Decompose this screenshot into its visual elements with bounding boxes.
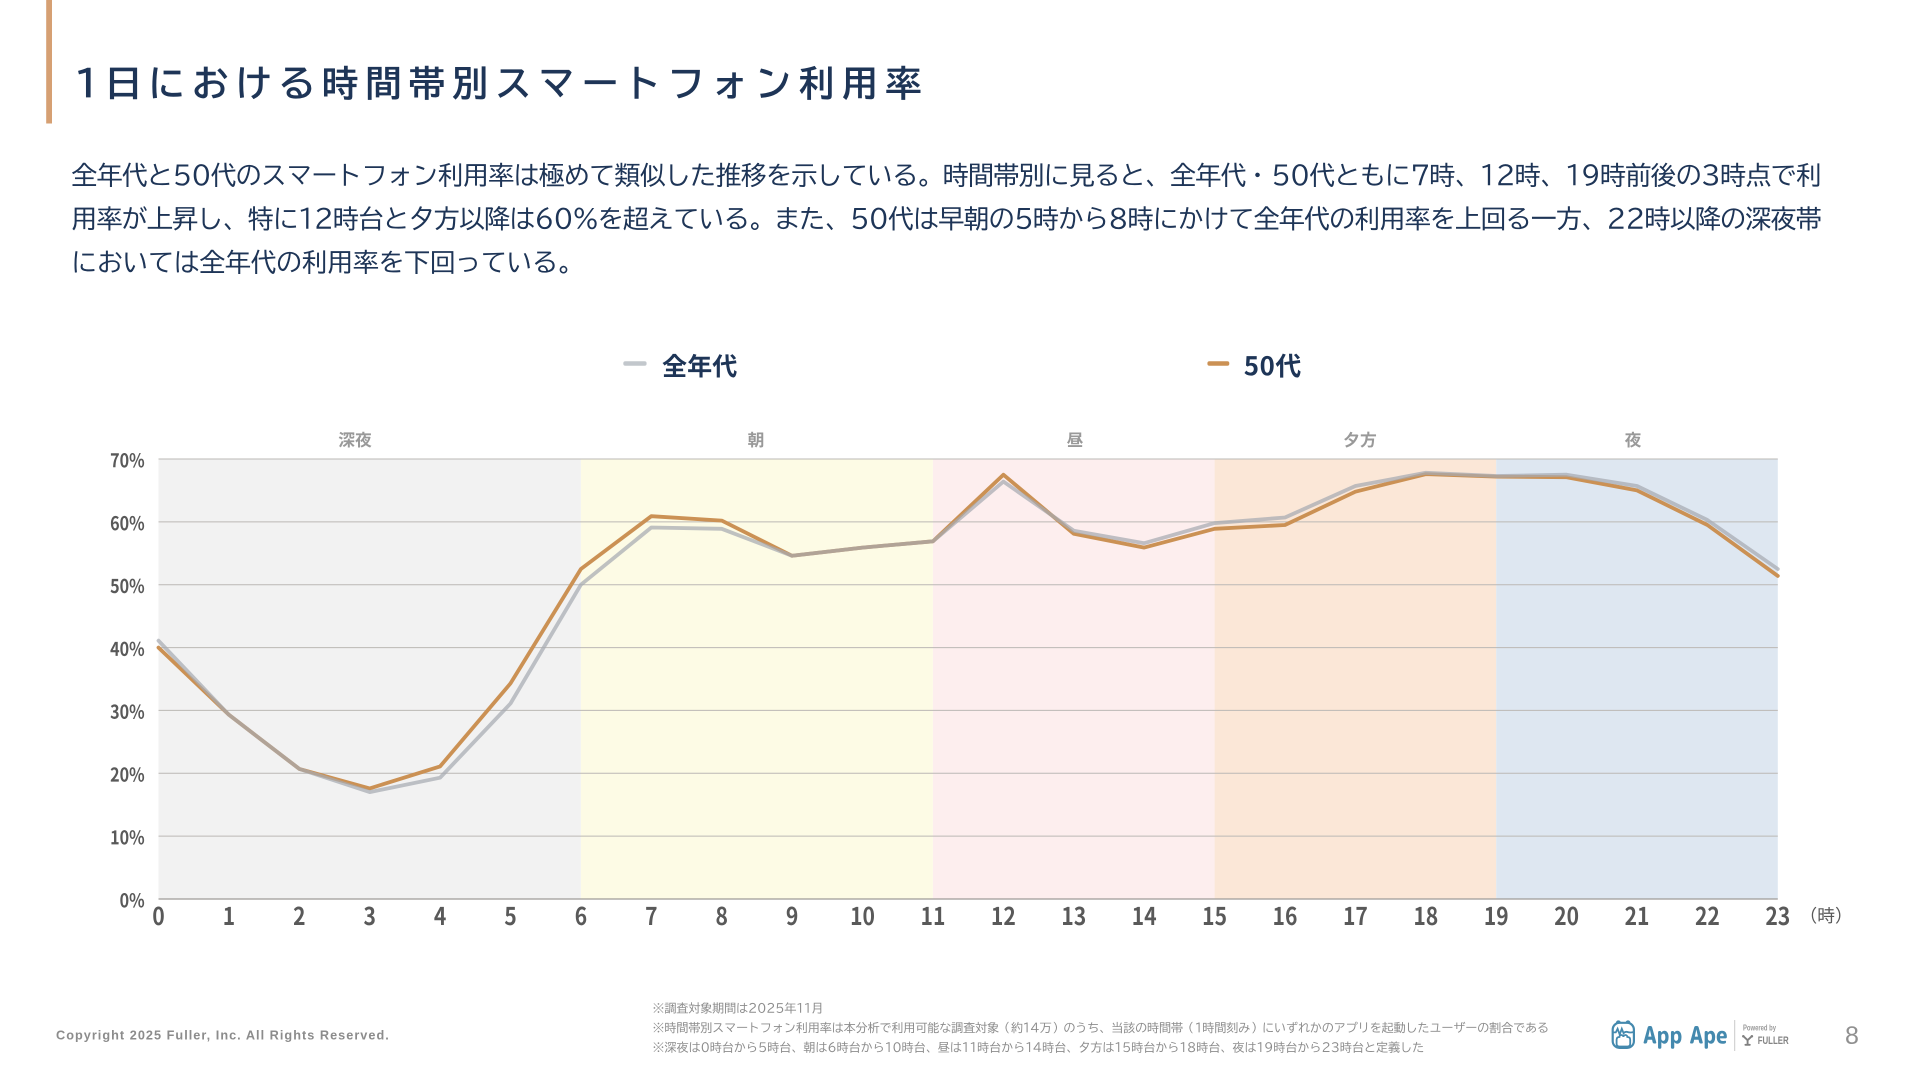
svg-text:8: 8 (1845, 1022, 1859, 1050)
svg-text:Powered by: Powered by (1743, 1023, 1776, 1032)
svg-text:FULLER: FULLER (1758, 1035, 1789, 1047)
svg-text:Copyright 2025 Fuller, Inc. Al: Copyright 2025 Fuller, Inc. All Rights R… (56, 1029, 390, 1043)
